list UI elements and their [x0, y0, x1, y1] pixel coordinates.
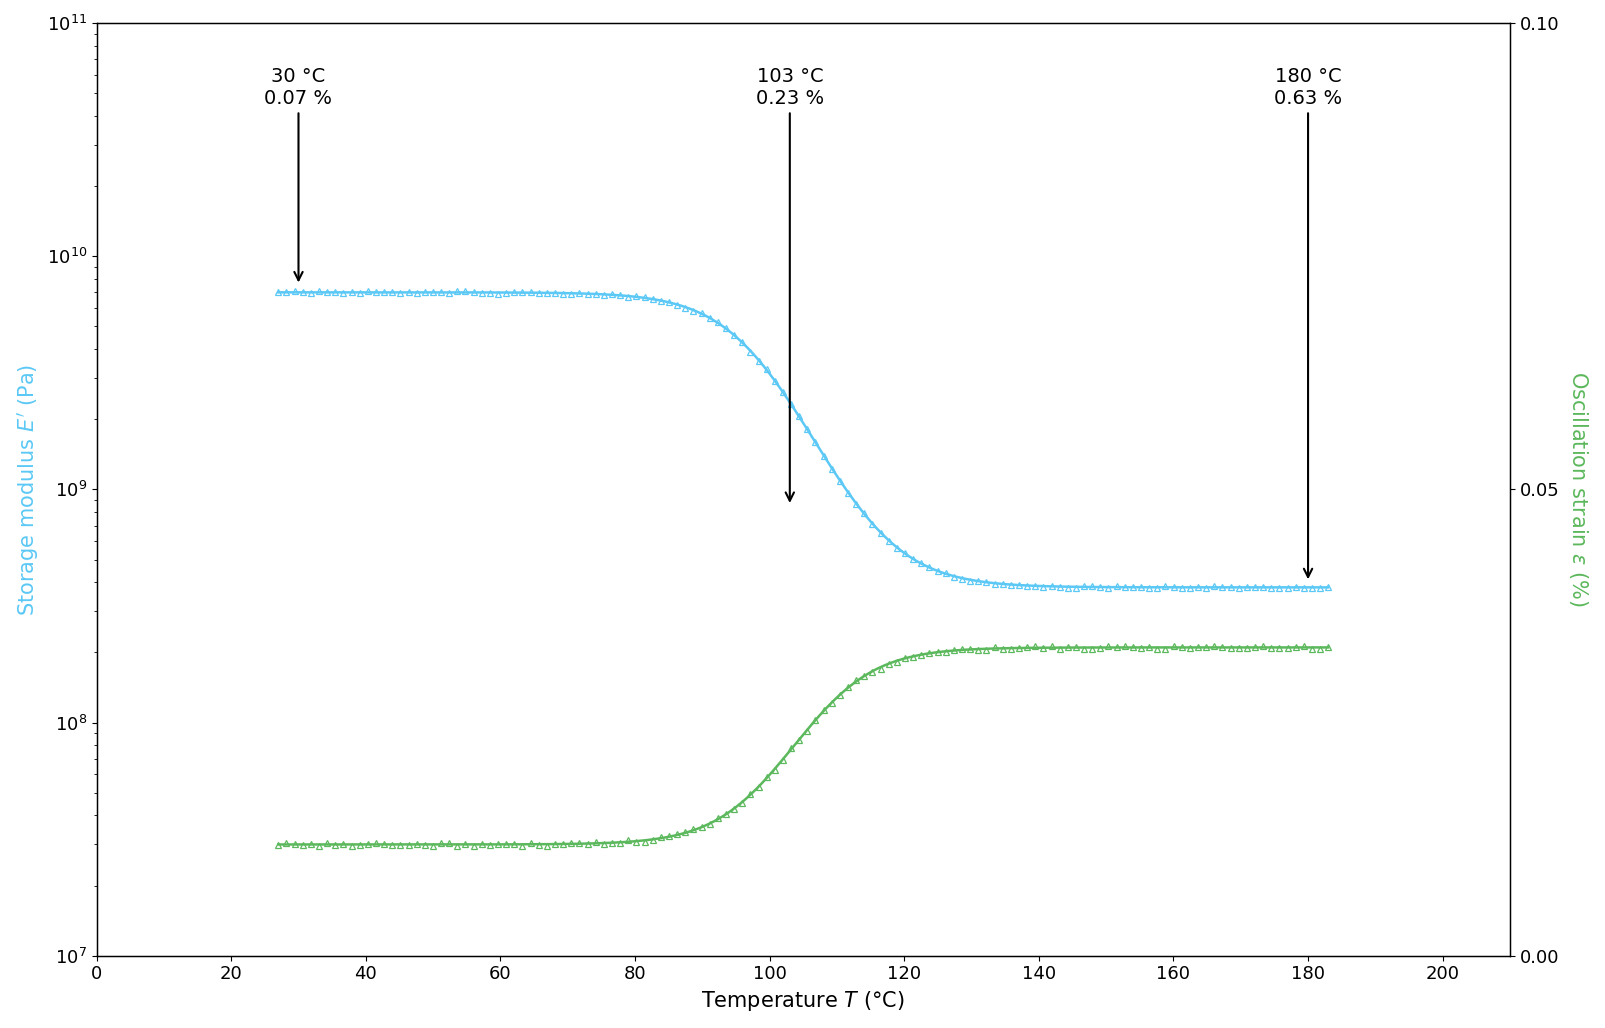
- X-axis label: Temperature $T$ (°C): Temperature $T$ (°C): [701, 989, 905, 1013]
- Text: 103 °C
0.23 %: 103 °C 0.23 %: [756, 67, 823, 501]
- Text: 180 °C
0.63 %: 180 °C 0.63 %: [1274, 67, 1342, 577]
- Y-axis label: Oscillation strain $\varepsilon$ (%): Oscillation strain $\varepsilon$ (%): [1566, 371, 1591, 608]
- Text: 30 °C
0.07 %: 30 °C 0.07 %: [265, 67, 332, 281]
- Y-axis label: Storage modulus $E'$ (Pa): Storage modulus $E'$ (Pa): [14, 363, 42, 616]
